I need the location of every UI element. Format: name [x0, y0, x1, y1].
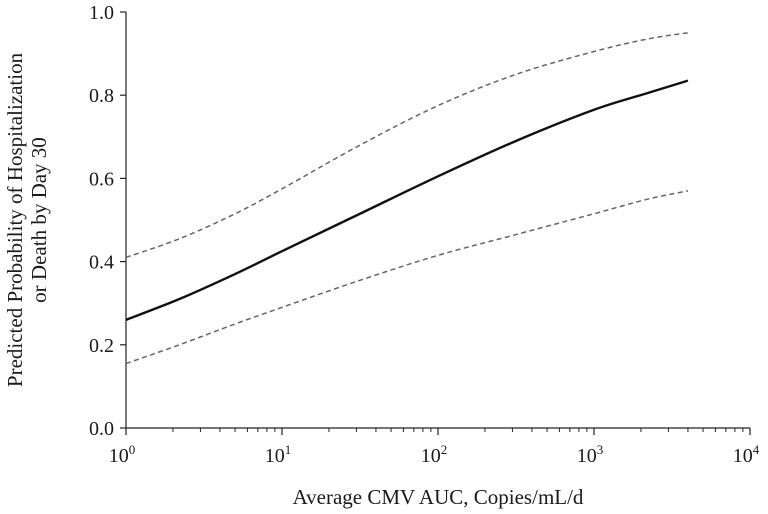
x-tick-base: 10 — [733, 445, 753, 467]
x-tick-exponent: 3 — [597, 442, 604, 457]
x-tick-base: 10 — [577, 445, 597, 467]
x-tick-label: 103 — [577, 442, 604, 467]
x-tick-exponent: 4 — [753, 442, 760, 457]
x-tick-exponent: 0 — [129, 442, 136, 457]
x-tick-label: 102 — [421, 442, 448, 467]
series-line-estimate — [125, 79, 689, 321]
x-tick-label: 100 — [109, 442, 136, 467]
x-tick-label: 104 — [733, 442, 760, 467]
y-tick-label: 0.4 — [89, 252, 114, 274]
y-axis-title-line-2: or Death by Day 30 — [27, 137, 51, 303]
x-tick-exponent: 1 — [285, 442, 292, 457]
series-line-upper-ci — [125, 32, 689, 259]
x-tick-base: 10 — [265, 445, 285, 467]
x-tick-label: 101 — [265, 442, 292, 467]
y-tick-label: 0.2 — [89, 335, 114, 357]
series-line-lower-ci — [125, 190, 689, 365]
axes — [125, 12, 750, 429]
y-tick-label: 0.8 — [89, 85, 114, 107]
y-tick-label: 0.6 — [89, 168, 114, 190]
x-axis-title: Average CMV AUC, Copies/mL/d — [293, 485, 584, 509]
y-tick-label: 0.0 — [89, 418, 114, 440]
series-group — [125, 32, 689, 365]
y-tick-label: 1.0 — [89, 2, 114, 24]
y-ticks: 0.0 0.2 0.4 0.6 0.8 1.0 — [89, 2, 126, 440]
x-tick-base: 10 — [109, 445, 129, 467]
x-ticks: 100 101 102 103 104 — [109, 428, 760, 467]
x-tick-exponent: 2 — [441, 442, 448, 457]
x-tick-base: 10 — [421, 445, 441, 467]
y-axis-title-line-1: Predicted Probability of Hospitalization — [3, 52, 27, 387]
